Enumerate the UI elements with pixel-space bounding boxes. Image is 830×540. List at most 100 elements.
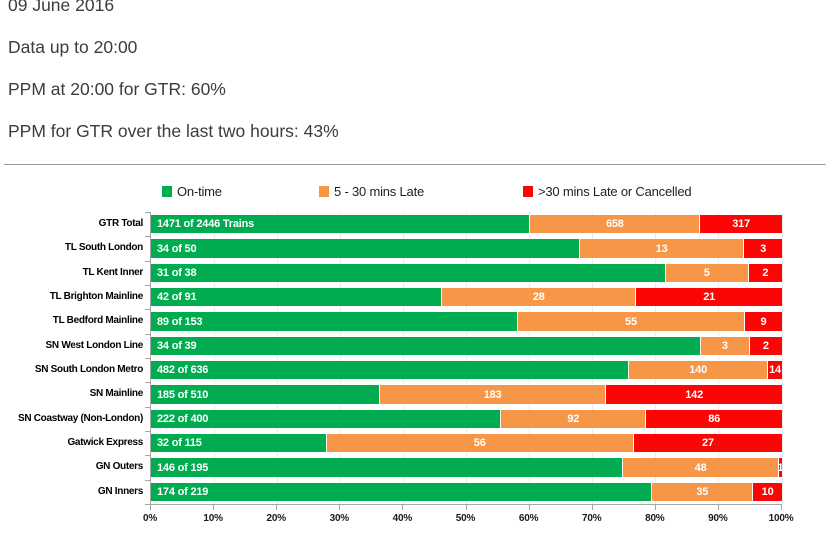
gridline xyxy=(718,212,720,504)
x-axis-tick xyxy=(276,505,278,510)
category-axis-tick xyxy=(145,333,150,335)
x-tick-label: 50% xyxy=(455,513,476,524)
category-label: SN South London Metro xyxy=(34,363,143,375)
bar-row: 31 of 38 5 2 xyxy=(151,263,782,283)
bar-segment-label: 5 xyxy=(703,266,710,279)
bar-segment-label: 31 of 38 xyxy=(157,266,197,279)
bar-row: 1471 of 2446 Trains 658 317 xyxy=(151,214,782,234)
category-label: SN Mainline xyxy=(89,388,144,400)
bar-segment-on-time: 42 of 91 xyxy=(151,287,443,307)
category-axis-tick xyxy=(145,504,150,505)
bar-segment-label: 3 xyxy=(760,242,767,255)
gridline xyxy=(592,212,594,504)
bar-segment-label: 317 xyxy=(732,218,750,231)
bar-segment-cancelled: 27 xyxy=(633,433,782,453)
category-label: TL Bedford Mainline xyxy=(52,315,144,327)
x-tick-label: 60% xyxy=(518,513,539,524)
bar-segment-on-time: 146 of 195 xyxy=(151,458,624,477)
bar-segment-label: 92 xyxy=(567,412,580,425)
bar-segment-late: 48 xyxy=(623,458,779,477)
bar-segment-label: 89 of 153 xyxy=(157,315,203,328)
bar-segment-late: 28 xyxy=(442,287,637,307)
x-axis-tick xyxy=(339,505,341,510)
x-axis-tick xyxy=(465,505,467,510)
bar-segment-on-time: 482 of 636 xyxy=(151,360,630,380)
category-axis-tick xyxy=(145,479,150,481)
bar-segment-label: 3 xyxy=(721,339,728,352)
bar-segment-label: 48 xyxy=(694,461,707,474)
gridline xyxy=(402,212,404,504)
bar-segment-cancelled: 86 xyxy=(646,409,782,429)
gridline xyxy=(276,212,278,504)
bar-row: 89 of 153 55 9 xyxy=(151,312,782,331)
category-axis-tick xyxy=(145,309,150,311)
bar-segment-label: 482 of 636 xyxy=(157,364,209,377)
category-label: GN Inners xyxy=(97,485,143,497)
bar-segment-on-time: 31 of 38 xyxy=(151,263,666,283)
x-axis-tick xyxy=(654,505,656,510)
bar-row: 32 of 115 56 27 xyxy=(151,433,782,453)
gridline xyxy=(466,212,467,504)
category-axis-tick xyxy=(145,212,150,213)
bar-row: 482 of 636 140 14 xyxy=(151,360,782,380)
bar-segment-label: 2 xyxy=(762,266,769,279)
legend-item-cancelled: >30 mins Late or Cancelled xyxy=(523,184,692,199)
bar-segment-label: 86 xyxy=(708,412,721,425)
x-tick-label: 30% xyxy=(329,513,350,524)
bar-segment-label: 185 of 510 xyxy=(157,388,209,401)
bar-segment-late: 658 xyxy=(530,214,701,234)
bar-segment-cancelled: 142 xyxy=(606,385,782,404)
bar-segment-late: 56 xyxy=(326,433,634,453)
gridline xyxy=(339,212,341,504)
category-label: SN West London Line xyxy=(45,339,144,351)
category-axis-tick xyxy=(145,358,150,359)
bar-segment-label: 1471 of 2446 Trains xyxy=(157,218,255,231)
bar-segment-label: 9 xyxy=(760,315,767,328)
data-up-to-line: Data up to 20:00 xyxy=(8,37,138,57)
bar-row: 174 of 219 35 10 xyxy=(151,482,782,502)
x-tick-label: 70% xyxy=(581,513,602,524)
x-tick-label: 90% xyxy=(708,513,728,524)
bar-segment-label: 42 of 91 xyxy=(157,291,197,304)
bar-row: 222 of 400 92 86 xyxy=(151,409,782,429)
bar-segment-cancelled: 21 xyxy=(636,287,782,307)
bar-segment-label: 14 xyxy=(769,364,781,377)
bar-segment-late: 13 xyxy=(580,239,745,258)
bar-segment-late: 140 xyxy=(629,360,769,380)
category-label: Gatwick Express xyxy=(67,436,143,448)
bar-segment-label: 32 of 115 xyxy=(157,437,202,450)
bar-segment-late: 35 xyxy=(652,482,754,502)
bar-segment-label: 2 xyxy=(762,339,769,352)
x-axis-tick xyxy=(528,505,530,510)
legend-item-late: 5 - 30 mins Late xyxy=(319,184,424,199)
category-axis-tick xyxy=(145,406,150,408)
category-axis-tick xyxy=(145,431,150,432)
bar-segment-on-time: 185 of 510 xyxy=(151,385,380,404)
legend-label-late: 5 - 30 mins Late xyxy=(334,184,425,199)
gridline xyxy=(781,212,783,504)
bar-segment-cancelled: 317 xyxy=(700,214,782,234)
x-axis-tick xyxy=(402,505,404,510)
bar-row: 146 of 195 48 1 xyxy=(151,458,782,477)
x-tick-label: 0% xyxy=(142,513,158,524)
bar-segment-on-time: 174 of 219 xyxy=(151,482,653,502)
x-tick-label: 10% xyxy=(203,513,223,524)
bar-segment-late: 92 xyxy=(501,409,647,429)
bar-segment-label: 222 of 400 xyxy=(157,412,209,425)
category-axis-tick xyxy=(145,455,150,457)
bar-segment-label: 13 xyxy=(655,242,668,255)
legend-swatch-late-icon xyxy=(319,186,329,197)
bar-segment-label: 174 of 219 xyxy=(157,485,209,498)
bar-segment-cancelled: 14 xyxy=(768,360,782,380)
report-date: 09 June 2016 xyxy=(8,0,115,15)
legend-item-on-time: On-time xyxy=(162,184,222,199)
gridline xyxy=(529,212,531,504)
category-label: GN Outers xyxy=(95,461,144,473)
divider-line xyxy=(4,164,826,165)
gridline xyxy=(213,212,215,504)
x-axis-tick xyxy=(781,505,782,510)
bar-segment-on-time: 222 of 400 xyxy=(151,409,502,429)
category-label: GTR Total xyxy=(98,217,144,229)
category-axis-tick xyxy=(145,285,150,286)
